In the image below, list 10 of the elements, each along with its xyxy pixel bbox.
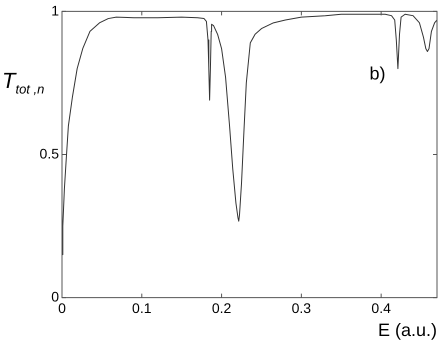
x-tick-label: 0.2: [212, 300, 232, 316]
y-tick-label: 0.5: [40, 145, 60, 162]
x-axis-title: E (a.u.): [378, 320, 437, 340]
y-tick-label: 0: [51, 288, 60, 304]
x-tick-label: 0.3: [292, 300, 312, 316]
x-tick-label: 0.1: [132, 300, 152, 316]
annotation: b): [370, 63, 386, 84]
y-tick-label: 1: [51, 2, 60, 18]
x-tick-label: 0.4: [371, 300, 392, 316]
y-axis-title: T$_{tot ,n}$: [2, 68, 44, 96]
